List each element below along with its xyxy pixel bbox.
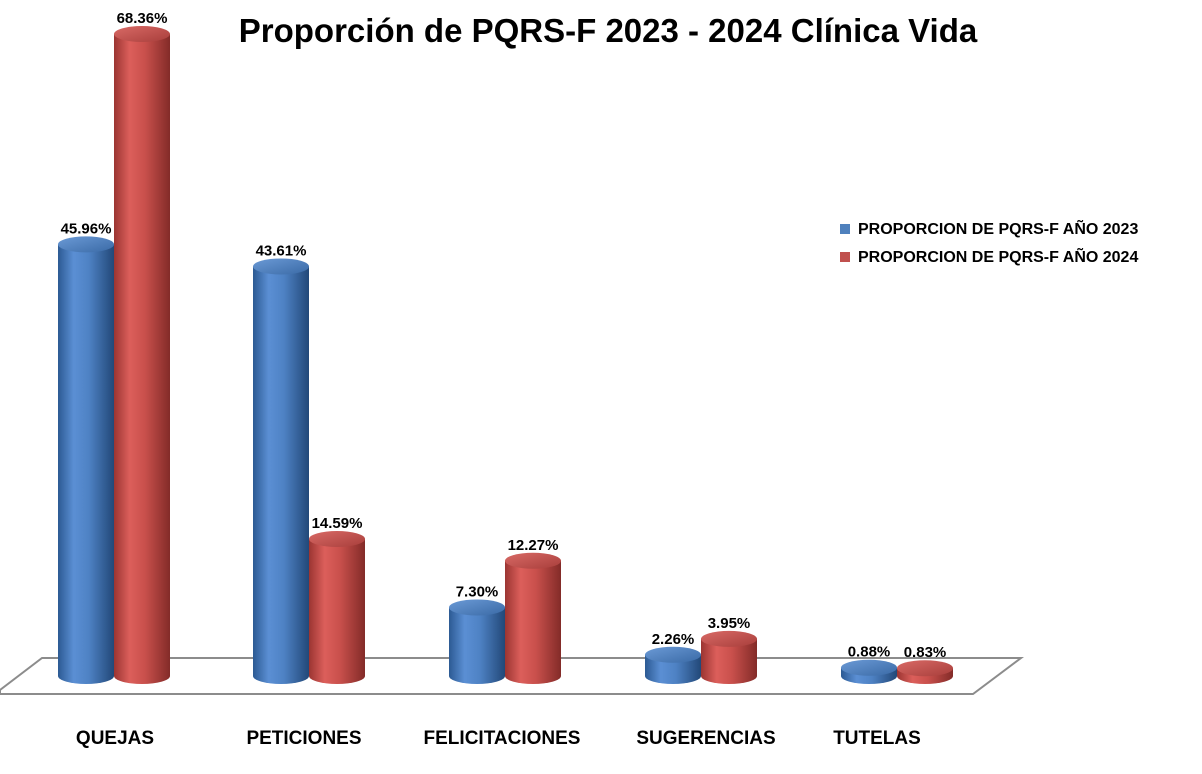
bar-body: [701, 638, 757, 684]
bar-2023-sugerencias: [645, 646, 701, 684]
legend-item-2024: PROPORCION DE PQRS-F AÑO 2024: [840, 246, 1138, 266]
data-labels: 45.96% 68.36% 43.61% 14.59% 7.30% 12.27% 2.26%…: [61, 10, 947, 661]
data-label: 7.30%: [456, 583, 499, 600]
category-label-sugerencias: SUGERENCIAS: [636, 728, 775, 749]
legend-label: PROPORCION DE PQRS-F AÑO 2024: [858, 246, 1138, 266]
data-label: 12.27%: [508, 537, 559, 554]
bar-body: [58, 244, 114, 684]
legend-swatch: [840, 252, 850, 262]
bar-body: [309, 538, 365, 684]
bar-body: [253, 266, 309, 684]
bar-2024-felicitaciones: [505, 552, 561, 684]
bar-body: [505, 560, 561, 684]
data-label: 2.26%: [652, 631, 695, 648]
bar-top: [309, 530, 365, 547]
bar-2023-felicitaciones: [449, 599, 505, 684]
data-label: 0.88%: [848, 644, 891, 661]
legend-item-2023: PROPORCION DE PQRS-F AÑO 2023: [840, 218, 1138, 238]
bar-top: [897, 660, 953, 677]
bar-2023-quejas: [58, 236, 114, 684]
bar-top: [253, 258, 309, 275]
category-label-peticiones: PETICIONES: [246, 728, 361, 749]
bar-top: [701, 630, 757, 647]
bar-2024-peticiones: [309, 530, 365, 684]
legend: PROPORCION DE PQRS-F AÑO 2023 PROPORCION …: [840, 218, 1138, 266]
bar-top: [114, 26, 170, 42]
data-label: 68.36%: [117, 10, 168, 27]
chart-title: Proporción de PQRS-F 2023 - 2024 Clínica…: [239, 12, 978, 49]
bar-body: [114, 34, 170, 684]
data-label: 0.83%: [904, 644, 947, 661]
bar-top: [58, 236, 114, 253]
bar-body: [645, 654, 701, 684]
data-label: 45.96%: [61, 220, 112, 237]
legend-label: PROPORCION DE PQRS-F AÑO 2023: [858, 218, 1138, 238]
data-label: 14.59%: [312, 515, 363, 532]
bar-top: [645, 646, 701, 663]
bar-2024-sugerencias: [701, 630, 757, 684]
bar-2024-tutelas: [897, 660, 953, 684]
category-label-tutelas: TUTELAS: [833, 728, 921, 749]
legend-swatch: [840, 224, 850, 234]
bar-top: [505, 552, 561, 569]
bar-top: [841, 659, 897, 676]
data-label: 3.95%: [708, 615, 751, 632]
bar-body: [449, 607, 505, 684]
data-label: 43.61%: [256, 242, 307, 259]
category-label-felicitaciones: FELICITACIONES: [424, 728, 581, 749]
bar-2023-peticiones: [253, 258, 309, 684]
bar-2023-tutelas: [841, 659, 897, 684]
bars: [58, 26, 953, 684]
bar-top: [449, 599, 505, 616]
bar-2024-quejas: [114, 26, 170, 684]
category-axis: QUEJAS PETICIONES FELICITACIONES SUGERENCIA…: [76, 728, 921, 749]
category-label-quejas: QUEJAS: [76, 728, 154, 749]
